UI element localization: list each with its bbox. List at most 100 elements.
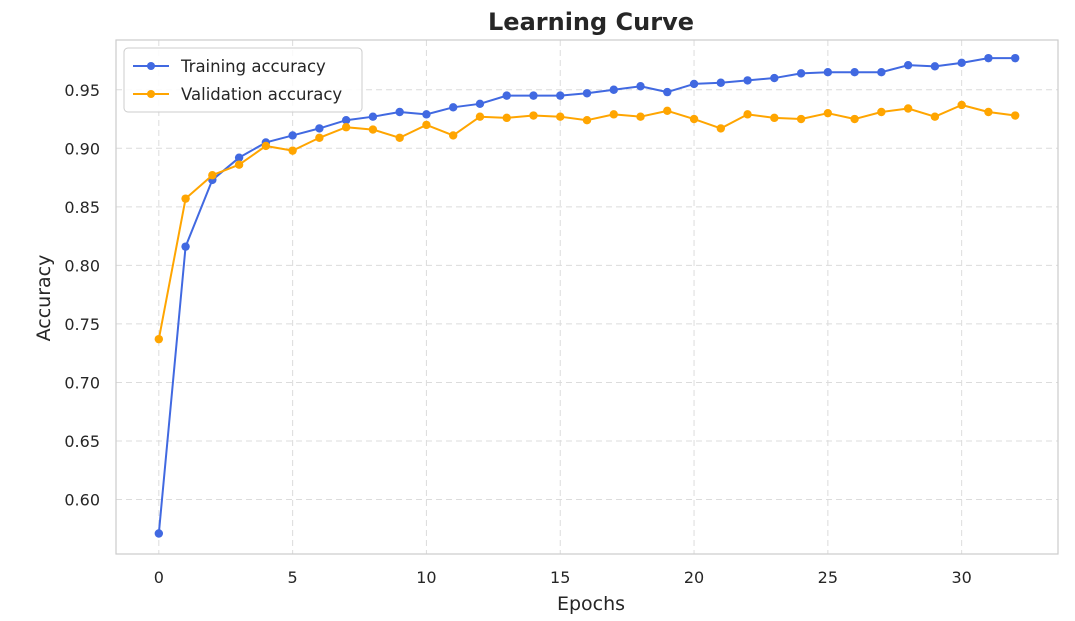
data-point (261, 141, 271, 151)
data-point (475, 112, 485, 121)
data-point (208, 171, 217, 180)
y-tick-label: 0.90 (64, 139, 100, 158)
data-point (422, 120, 431, 130)
y-tick-label: 0.75 (64, 315, 100, 334)
data-point (903, 104, 913, 113)
chart-title: Learning Curve (488, 8, 694, 36)
x-axis-label: Epochs (557, 593, 625, 615)
data-point (796, 114, 806, 124)
y-tick-label: 0.95 (64, 81, 100, 100)
data-point (823, 108, 833, 118)
y-tick-label: 0.80 (64, 256, 100, 275)
y-tick-label: 0.65 (64, 432, 100, 451)
data-point (716, 124, 726, 133)
data-point (475, 99, 485, 109)
legend-box (123, 47, 363, 113)
data-point (448, 131, 458, 140)
series (154, 53, 1020, 538)
data-point (984, 53, 993, 63)
data-point (903, 60, 913, 70)
data-point (502, 91, 511, 100)
data-point (984, 107, 993, 117)
data-point (341, 123, 351, 132)
data-point (1010, 53, 1020, 63)
data-point (315, 133, 324, 142)
data-point (234, 160, 244, 169)
data-point (395, 133, 404, 142)
data-point (930, 112, 940, 121)
y-ticks: 0.60 0.65 0.70 0.75 0.80 0.85 0.90 0.95 (64, 81, 100, 510)
legend-item-validation: Validation accuracy (133, 85, 342, 104)
data-point (770, 113, 779, 123)
plot-frame (115, 39, 1059, 555)
data-point (636, 82, 645, 91)
data-point (957, 58, 966, 68)
data-point (636, 112, 645, 121)
data-point (529, 111, 538, 120)
x-tick-label: 15 (550, 568, 570, 587)
data-point (877, 107, 886, 117)
data-point (850, 68, 859, 77)
data-point (663, 106, 672, 116)
data-point (770, 73, 779, 83)
legend-marker-training (147, 62, 155, 70)
y-tick-label: 0.85 (64, 198, 100, 217)
legend-item-training: Training accuracy (133, 57, 326, 76)
data-point (877, 68, 886, 77)
data-point (743, 110, 752, 119)
series-validation (154, 100, 1020, 344)
data-point (582, 89, 592, 98)
x-tick-label: 30 (951, 568, 971, 587)
data-point (796, 69, 806, 78)
y-tick-label: 0.70 (64, 373, 100, 392)
data-point (368, 125, 378, 134)
data-point (288, 131, 297, 140)
data-point (154, 529, 164, 538)
data-point (930, 62, 940, 71)
data-point (957, 100, 966, 110)
data-point (154, 334, 164, 344)
series-line (157, 103, 1016, 340)
x-tick-label: 0 (154, 568, 164, 587)
legend-marker-validation (147, 90, 155, 98)
data-point (743, 76, 752, 85)
data-point (556, 91, 565, 100)
data-point (609, 110, 618, 119)
data-point (395, 107, 404, 117)
data-point (689, 114, 699, 124)
data-point (502, 113, 511, 123)
data-point (341, 116, 351, 125)
x-tick-label: 5 (288, 568, 298, 587)
data-point (609, 85, 618, 94)
data-point (689, 79, 699, 89)
data-point (556, 112, 565, 121)
data-point (1010, 111, 1020, 120)
x-tick-label: 10 (416, 568, 436, 587)
data-point (422, 110, 431, 119)
y-axis-label: Accuracy (33, 255, 55, 342)
data-point (823, 68, 833, 77)
x-tick-label: 20 (684, 568, 704, 587)
data-point (850, 114, 859, 124)
data-point (448, 103, 458, 112)
data-point (181, 194, 190, 203)
data-point (315, 124, 324, 133)
legend-label-training: Training accuracy (180, 57, 326, 76)
data-point (716, 78, 726, 87)
legend-label-validation: Validation accuracy (181, 85, 342, 104)
x-tick-label: 25 (818, 568, 838, 587)
data-point (529, 91, 538, 100)
data-point (582, 116, 592, 125)
legend: Training accuracy Validation accuracy (123, 47, 363, 113)
data-point (234, 153, 244, 162)
data-point (288, 146, 297, 155)
x-ticks: 0 5 10 15 20 25 30 (154, 568, 972, 587)
data-point (181, 242, 190, 251)
y-tick-label: 0.60 (64, 491, 100, 510)
series-training (154, 53, 1020, 538)
data-point (368, 112, 378, 121)
series-line (157, 57, 1016, 534)
data-point (663, 87, 672, 97)
